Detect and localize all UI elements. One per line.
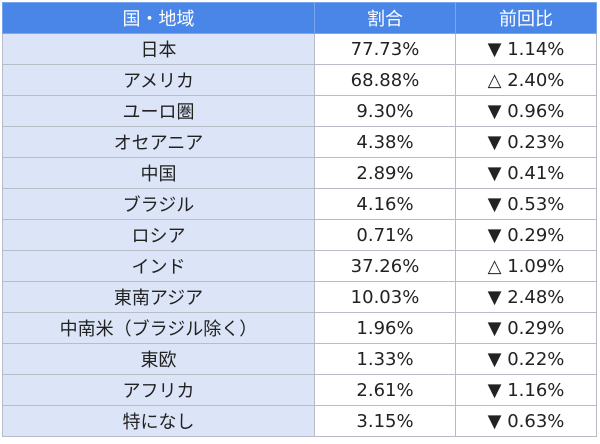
share-cell: 2.89%	[314, 157, 456, 189]
header-row: 国・地域 割合 前回比	[2, 2, 597, 34]
change-cell: ▼ 1.14%	[455, 33, 597, 65]
region-share-table-container: 国・地域 割合 前回比 日本 77.73% ▼ 1.14% アメリカ 68.88…	[2, 2, 597, 437]
change-cell: ▼ 2.48%	[455, 281, 597, 313]
share-cell: 1.33%	[314, 343, 456, 375]
region-cell: 東南アジア	[2, 281, 315, 313]
table-row: 日本 77.73% ▼ 1.14%	[2, 33, 597, 65]
share-cell: 1.96%	[314, 312, 456, 344]
table-row: オセアニア 4.38% ▼ 0.23%	[2, 126, 597, 158]
table-row: ロシア 0.71% ▼ 0.29%	[2, 219, 597, 251]
share-cell: 10.03%	[314, 281, 456, 313]
region-cell: ユーロ圏	[2, 95, 315, 127]
region-cell: 特になし	[2, 405, 315, 437]
region-cell: インド	[2, 250, 315, 282]
share-cell: 0.71%	[314, 219, 456, 251]
region-cell: 日本	[2, 33, 315, 65]
change-cell: ▼ 0.29%	[455, 312, 597, 344]
header-share: 割合	[314, 2, 456, 34]
change-cell: ▼ 0.23%	[455, 126, 597, 158]
region-cell: ロシア	[2, 219, 315, 251]
header-region: 国・地域	[2, 2, 315, 34]
table-row: アメリカ 68.88% △ 2.40%	[2, 64, 597, 96]
share-cell: 77.73%	[314, 33, 456, 65]
table-row: 中国 2.89% ▼ 0.41%	[2, 157, 597, 189]
table-row: 東欧 1.33% ▼ 0.22%	[2, 343, 597, 375]
table-row: アフリカ 2.61% ▼ 1.16%	[2, 374, 597, 406]
header-change: 前回比	[455, 2, 597, 34]
change-cell: ▼ 0.63%	[455, 405, 597, 437]
region-cell: アメリカ	[2, 64, 315, 96]
region-cell: アフリカ	[2, 374, 315, 406]
region-cell: オセアニア	[2, 126, 315, 158]
change-cell: △ 1.09%	[455, 250, 597, 282]
table-row: 東南アジア 10.03% ▼ 2.48%	[2, 281, 597, 313]
share-cell: 4.16%	[314, 188, 456, 220]
share-cell: 4.38%	[314, 126, 456, 158]
region-cell: 中国	[2, 157, 315, 189]
table-row: ブラジル 4.16% ▼ 0.53%	[2, 188, 597, 220]
table-body: 日本 77.73% ▼ 1.14% アメリカ 68.88% △ 2.40% ユー…	[2, 33, 597, 437]
region-cell: 東欧	[2, 343, 315, 375]
change-cell: ▼ 0.29%	[455, 219, 597, 251]
share-cell: 3.15%	[314, 405, 456, 437]
change-cell: ▼ 0.22%	[455, 343, 597, 375]
change-cell: ▼ 0.41%	[455, 157, 597, 189]
share-cell: 9.30%	[314, 95, 456, 127]
region-cell: ブラジル	[2, 188, 315, 220]
change-cell: ▼ 1.16%	[455, 374, 597, 406]
change-cell: ▼ 0.96%	[455, 95, 597, 127]
share-cell: 68.88%	[314, 64, 456, 96]
table-row: インド 37.26% △ 1.09%	[2, 250, 597, 282]
region-cell: 中南米（ブラジル除く）	[2, 312, 315, 344]
share-cell: 2.61%	[314, 374, 456, 406]
table-row: ユーロ圏 9.30% ▼ 0.96%	[2, 95, 597, 127]
share-cell: 37.26%	[314, 250, 456, 282]
region-share-table: 国・地域 割合 前回比 日本 77.73% ▼ 1.14% アメリカ 68.88…	[2, 2, 597, 437]
table-row: 特になし 3.15% ▼ 0.63%	[2, 405, 597, 437]
change-cell: △ 2.40%	[455, 64, 597, 96]
table-row: 中南米（ブラジル除く） 1.96% ▼ 0.29%	[2, 312, 597, 344]
table-header: 国・地域 割合 前回比	[2, 2, 597, 34]
change-cell: ▼ 0.53%	[455, 188, 597, 220]
